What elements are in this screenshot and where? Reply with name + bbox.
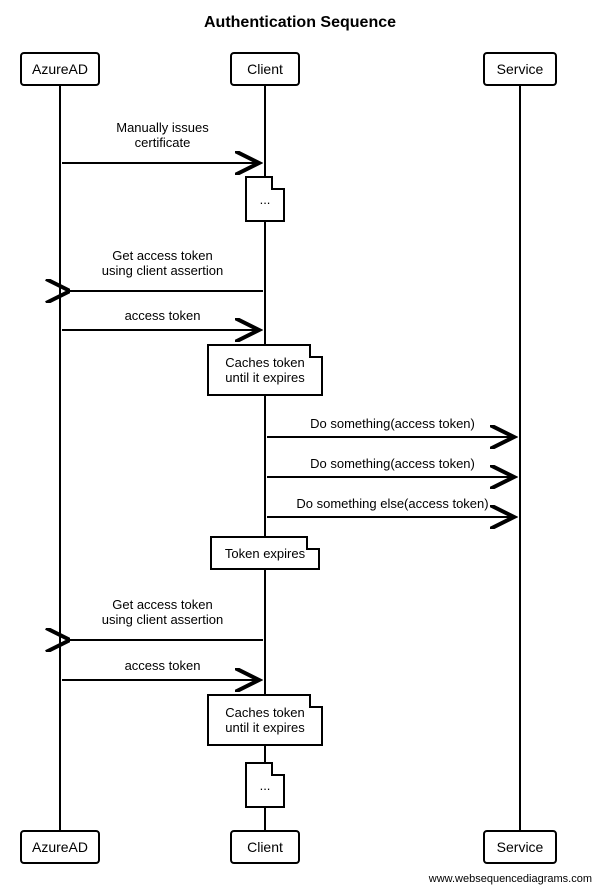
actor-azuread-top: AzureAD: [20, 52, 100, 86]
actor-client-bottom: Client: [230, 830, 300, 864]
diagram-title: Authentication Sequence: [0, 14, 600, 32]
message-label-m1: Manually issues certificate: [60, 120, 265, 150]
note-n2: Caches token until it expires: [207, 344, 323, 396]
lifeline-azuread: [59, 86, 61, 830]
note-n1: ...: [245, 176, 285, 222]
note-n5: ...: [245, 762, 285, 808]
message-label-m4: Do something(access token): [265, 416, 520, 431]
diagram-canvas: Authentication Sequence www.websequenced…: [0, 0, 600, 891]
message-label-m2: Get access token using client assertion: [60, 248, 265, 278]
note-n4: Caches token until it expires: [207, 694, 323, 746]
actor-service-top: Service: [483, 52, 557, 86]
note-n3: Token expires: [210, 536, 320, 570]
actor-azuread-bottom: AzureAD: [20, 830, 100, 864]
actor-service-bottom: Service: [483, 830, 557, 864]
message-label-m6: Do something else(access token): [265, 496, 520, 511]
actor-client-top: Client: [230, 52, 300, 86]
footer-attribution: www.websequencediagrams.com: [429, 873, 592, 885]
message-label-m7: Get access token using client assertion: [60, 597, 265, 627]
message-label-m8: access token: [60, 658, 265, 673]
message-label-m5: Do something(access token): [265, 456, 520, 471]
message-label-m3: access token: [60, 308, 265, 323]
